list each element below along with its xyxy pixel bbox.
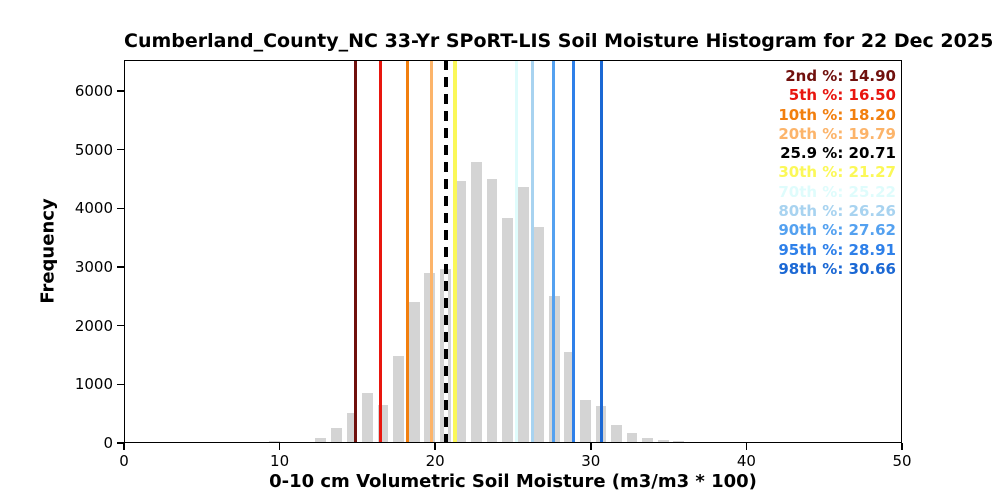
histogram-bar bbox=[377, 404, 389, 443]
chart-title: Cumberland_County_NC 33-Yr SPoRT-LIS Soi… bbox=[124, 30, 994, 52]
histogram-bar bbox=[564, 351, 576, 443]
histogram-bar bbox=[486, 179, 498, 443]
x-tick-mark bbox=[123, 443, 125, 450]
x-tick-mark bbox=[590, 443, 592, 450]
percentile-line-5th bbox=[379, 60, 383, 443]
x-tick-mark bbox=[434, 443, 436, 450]
legend-entry-80th: 80th %: 26.26 bbox=[778, 202, 896, 221]
y-tick-label: 2000 bbox=[74, 316, 113, 335]
histogram-bar bbox=[471, 161, 482, 443]
percentile-line-95th bbox=[572, 60, 576, 443]
x-tick-label: 40 bbox=[736, 452, 756, 470]
y-tick-mark bbox=[117, 266, 124, 268]
x-tick-label: 10 bbox=[270, 452, 290, 470]
legend-entry-95th: 95th %: 28.91 bbox=[778, 240, 896, 259]
percentile-legend: 2nd %: 14.90 5th %: 16.50 10th %: 18.20 20t… bbox=[778, 67, 896, 279]
y-tick-label: 1000 bbox=[74, 375, 113, 394]
legend-entry-90th: 90th %: 27.62 bbox=[778, 221, 896, 240]
y-tick-mark bbox=[117, 442, 124, 444]
legend-entry-2nd: 2nd %: 14.90 bbox=[785, 67, 896, 85]
histogram-bar bbox=[533, 227, 545, 443]
histogram-bar bbox=[657, 440, 669, 443]
legend-entry-30th: 30th %: 21.27 bbox=[778, 163, 896, 182]
percentile-line-80th bbox=[531, 60, 535, 443]
y-tick-mark bbox=[117, 324, 124, 327]
percentile-line-70th bbox=[514, 60, 518, 443]
histogram-bar bbox=[346, 412, 358, 443]
histogram-bar bbox=[393, 356, 405, 443]
histogram-bar bbox=[315, 438, 327, 443]
histogram-bar bbox=[455, 180, 467, 443]
percentile-line-10th bbox=[405, 60, 409, 443]
histogram-bar bbox=[611, 424, 622, 443]
percentile-line-2nd bbox=[354, 60, 358, 443]
plot-area bbox=[124, 60, 902, 443]
legend-entry-70th: 70th %: 25.22 bbox=[778, 182, 896, 201]
x-tick-mark bbox=[745, 443, 748, 450]
y-tick-mark bbox=[117, 148, 124, 151]
legend-entry-5th: 5th %: 16.50 bbox=[788, 86, 896, 105]
legend-entry-98th: 98th %: 30.66 bbox=[778, 259, 896, 278]
y-tick-mark bbox=[117, 207, 124, 210]
histogram-bar bbox=[719, 441, 731, 443]
histogram-bar bbox=[642, 437, 653, 443]
y-tick-label: 6000 bbox=[74, 82, 113, 101]
histogram-bar bbox=[579, 399, 591, 443]
histogram-bar bbox=[517, 187, 529, 443]
percentile-line-current bbox=[444, 60, 449, 443]
y-tick-label: 5000 bbox=[74, 140, 113, 159]
x-tick-label: 0 bbox=[119, 452, 129, 470]
y-tick-mark bbox=[117, 90, 124, 92]
histogram-bar bbox=[673, 440, 685, 443]
x-axis-label: 0-10 cm Volumetric Soil Moisture (m3/m3 … bbox=[269, 471, 757, 492]
y-tick-label: 3000 bbox=[74, 258, 113, 276]
percentile-line-30th bbox=[453, 60, 457, 443]
x-tick-label: 30 bbox=[581, 452, 601, 470]
histogram-bar bbox=[626, 433, 638, 443]
percentile-line-98th bbox=[599, 60, 603, 443]
x-tick-mark bbox=[901, 443, 903, 450]
histogram-bar bbox=[268, 441, 280, 443]
percentile-line-90th bbox=[552, 60, 556, 443]
y-tick-mark bbox=[117, 383, 124, 386]
histogram-bar bbox=[502, 218, 513, 443]
histogram-bar bbox=[330, 428, 342, 443]
x-tick-label: 50 bbox=[892, 452, 912, 470]
percentile-line-20th bbox=[430, 60, 434, 443]
legend-entry-current: 25.9 %: 20.71 bbox=[780, 144, 896, 163]
histogram-bar bbox=[362, 392, 373, 443]
x-tick-label: 20 bbox=[425, 452, 445, 470]
legend-entry-20th: 20th %: 19.79 bbox=[778, 124, 896, 143]
histogram-bar bbox=[424, 272, 436, 443]
histogram-bar bbox=[704, 441, 716, 443]
legend-entry-10th: 10th %: 18.20 bbox=[778, 105, 896, 124]
y-tick-label: 0 bbox=[103, 434, 113, 452]
x-tick-mark bbox=[278, 443, 281, 450]
y-tick-label: 4000 bbox=[74, 199, 113, 218]
histogram-bar bbox=[408, 302, 420, 443]
